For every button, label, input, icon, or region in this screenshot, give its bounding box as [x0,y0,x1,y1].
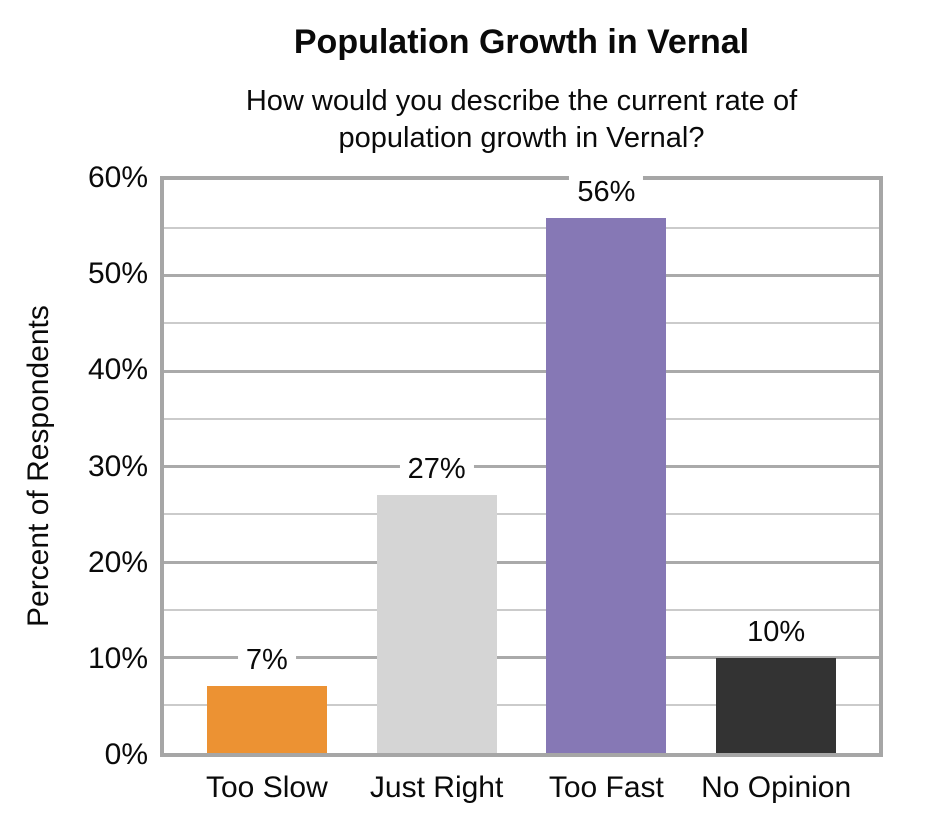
y-tick-label: 50% [87,257,148,291]
major-gridline [164,656,879,660]
y-tick-label: 40% [87,353,148,387]
bars-row: 7% 27% 56% 10% [182,175,861,753]
bar-too-fast [546,218,667,753]
major-gridline [164,274,879,277]
minor-gridline [164,226,879,229]
minor-gridline [164,513,879,516]
major-gridline [164,560,879,564]
y-tick-label: 0% [104,738,148,771]
y-tick-label: 60% [87,161,148,194]
bar-value-label: 10% [739,614,814,649]
bar-value-label: 7% [237,643,296,678]
bar-slot: 7% [182,180,352,753]
bar-slot: 56% [522,175,692,753]
y-tick-label: 10% [87,641,148,675]
minor-gridline [164,417,879,420]
y-axis-tick-labels: 0% 10% 20% 30% 40% 50% 60% [0,0,148,840]
chart-title: Population Growth in Vernal [293,23,750,61]
bar-slot: 27% [352,180,522,753]
x-axis-labels: Too Slow Just Right Too Fast No Opinion [182,768,861,808]
x-category-label: No Opinion [701,771,852,804]
bar-slot: 10% [691,180,861,753]
y-tick-label: 20% [87,545,148,579]
x-category-label: Just Right [369,771,504,804]
minor-gridline [164,704,879,707]
bar-too-slow [206,686,327,753]
chart-subtitle: How would you describe the current rate … [245,84,798,155]
gridlines [164,180,879,753]
chart-header: Population Growth in Vernal How would yo… [160,22,883,158]
bar-no-opinion [716,657,837,753]
bar-value-label: 27% [399,452,474,487]
bar-value-label: 56% [569,175,644,210]
x-category-label: Too Fast [548,771,664,804]
major-gridline [164,465,879,468]
minor-gridline [164,608,879,611]
plot-area: 7% 27% 56% 10% [160,175,883,757]
bar-just-right [376,495,497,753]
x-category-label: Too Slow [206,771,328,804]
major-gridline [164,369,879,373]
y-tick-label: 30% [87,449,148,483]
minor-gridline [164,322,879,325]
